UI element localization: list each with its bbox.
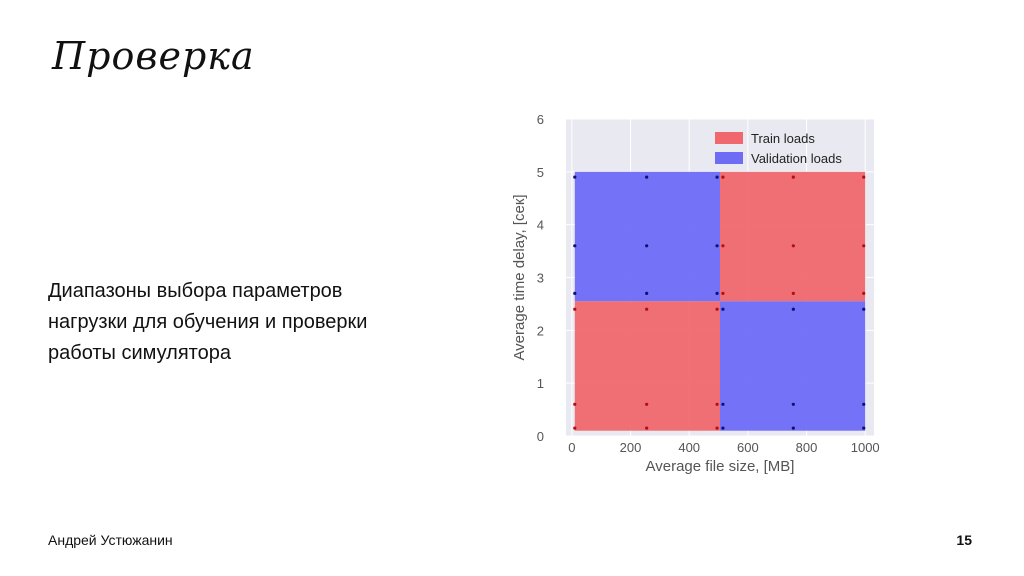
data-point xyxy=(862,426,866,430)
y-axis-label: Average time delay, [сек] xyxy=(511,194,528,360)
data-point xyxy=(715,175,719,179)
data-point xyxy=(721,291,725,295)
x-axis-label: Average file size, [MB] xyxy=(646,458,795,475)
footer-author: Андрей Устюжанин xyxy=(48,532,173,548)
data-point xyxy=(791,307,795,311)
data-point xyxy=(862,291,866,295)
data-point xyxy=(715,426,719,430)
x-tick-label: 400 xyxy=(678,440,700,455)
data-point xyxy=(573,244,577,248)
data-point xyxy=(715,244,719,248)
data-point xyxy=(791,402,795,406)
data-point xyxy=(862,244,866,248)
y-tick-label: 3 xyxy=(537,271,544,286)
data-point xyxy=(791,426,795,430)
data-point xyxy=(645,291,649,295)
validation-region xyxy=(720,301,866,431)
body-line: работы симулятора xyxy=(48,342,231,364)
data-point xyxy=(791,291,795,295)
y-tick-label: 4 xyxy=(537,218,544,233)
data-point xyxy=(573,402,577,406)
page-number: 15 xyxy=(956,532,972,548)
chart-svg: 0 200 400 600 800 1000 0 1 2 3 4 5 6 Average file siz… xyxy=(511,112,880,475)
slide-title: Проверка xyxy=(52,34,255,78)
y-tick-label: 5 xyxy=(537,165,544,180)
legend-swatch-validation xyxy=(715,152,743,164)
data-point xyxy=(721,402,725,406)
data-point xyxy=(645,244,649,248)
legend-swatch-train xyxy=(715,132,743,144)
data-point xyxy=(721,244,725,248)
x-tick-label: 1000 xyxy=(851,440,880,455)
data-point xyxy=(791,175,795,179)
body-line: Диапазоны выбора параметров xyxy=(48,280,343,302)
y-tick-label: 1 xyxy=(537,376,544,391)
data-point xyxy=(721,175,725,179)
legend-label-validation: Validation loads xyxy=(751,151,842,166)
x-tick-label: 0 xyxy=(568,440,575,455)
y-tick-label: 6 xyxy=(537,112,544,127)
legend-label-train: Train loads xyxy=(751,131,815,146)
x-tick-label: 600 xyxy=(737,440,759,455)
body-text: Диапазоны выбора параметров нагрузки для… xyxy=(48,276,468,369)
data-point xyxy=(573,426,577,430)
validation-region xyxy=(574,171,720,302)
data-point xyxy=(645,402,649,406)
data-point xyxy=(573,307,577,311)
data-point xyxy=(862,402,866,406)
x-tick-label: 200 xyxy=(620,440,642,455)
data-point xyxy=(715,307,719,311)
data-point xyxy=(721,307,725,311)
data-point xyxy=(862,307,866,311)
data-point xyxy=(645,175,649,179)
y-tick-label: 0 xyxy=(537,429,544,444)
data-point xyxy=(573,291,577,295)
body-line: нагрузки для обучения и проверки xyxy=(48,311,368,333)
x-tick-label: 800 xyxy=(796,440,818,455)
data-point xyxy=(645,307,649,311)
data-point xyxy=(791,244,795,248)
data-point xyxy=(573,175,577,179)
data-point xyxy=(721,426,725,430)
data-point xyxy=(862,175,866,179)
data-point xyxy=(645,426,649,430)
y-tick-label: 2 xyxy=(537,323,544,338)
data-point xyxy=(715,291,719,295)
chart: 0 200 400 600 800 1000 0 1 2 3 4 5 6 Average file siz… xyxy=(510,105,890,477)
train-region xyxy=(720,171,866,302)
train-region xyxy=(574,301,720,431)
data-point xyxy=(715,402,719,406)
